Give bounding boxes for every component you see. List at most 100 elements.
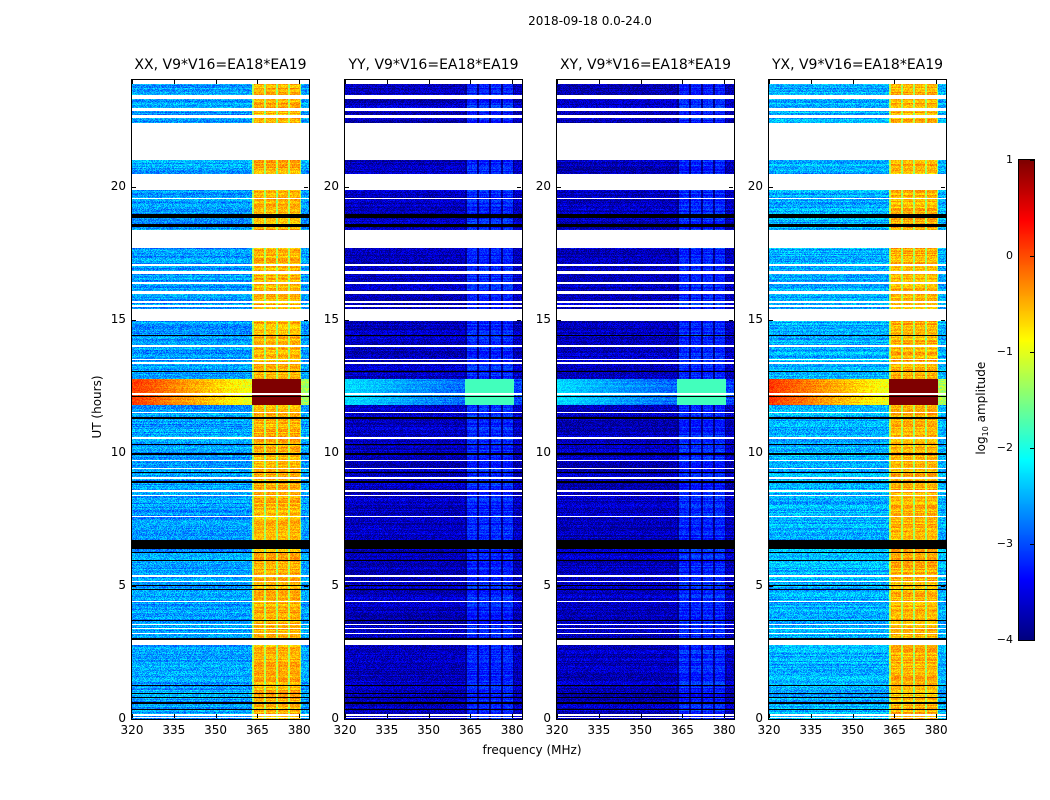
y-tick-mark: [769, 319, 773, 321]
y-tick-label: 5: [331, 577, 339, 592]
colorbar-tick-label: 1: [1006, 153, 1013, 166]
x-tick-mark: [724, 714, 726, 718]
y-tick-mark: [304, 452, 308, 454]
x-tick-mark: [810, 80, 812, 84]
x-tick-label: 335: [162, 723, 186, 737]
y-tick-mark: [304, 585, 308, 587]
waterfall-heatmap: [132, 80, 309, 719]
panel-yy: YY, V9*V16=EA18*EA19 0 5 10 15 20 320 335 350 36…: [324, 57, 524, 737]
x-tick-mark: [512, 80, 514, 84]
x-tick-mark: [428, 80, 430, 84]
colorbar-tick-label: −1: [996, 345, 1013, 358]
x-tick-mark: [386, 80, 388, 84]
x-tick-mark: [936, 80, 938, 84]
y-tick-label: 15: [535, 311, 551, 326]
x-tick-mark: [132, 80, 133, 84]
y-tick-label: 20: [323, 178, 339, 193]
y-tick-mark: [941, 452, 945, 454]
y-tick-mark: [345, 585, 349, 587]
colorbar-tick-label: −4: [996, 633, 1013, 646]
waterfall-heatmap: [345, 80, 522, 719]
y-tick-label: 20: [747, 178, 763, 193]
x-tick-mark: [470, 80, 472, 84]
x-tick-mark: [894, 80, 896, 84]
panel-xy: XY, V9*V16=EA18*EA19 0 5 10 15 20 320 335 350 36…: [536, 57, 736, 737]
x-tick-label: 350: [841, 723, 865, 737]
x-tick-mark: [386, 714, 388, 718]
x-tick-label: 380: [712, 723, 736, 737]
y-tick-label: 0: [331, 711, 339, 725]
x-tick-mark: [215, 80, 217, 84]
y-tick-mark: [517, 186, 521, 188]
colorbar-label-log: log: [973, 436, 988, 455]
figure-suptitle: 2018-09-18 0.0-24.0: [528, 14, 652, 28]
x-tick-mark: [724, 80, 726, 84]
y-tick-label: 15: [323, 311, 339, 326]
waterfall-heatmap: [769, 80, 946, 719]
y-tick-mark: [304, 319, 308, 321]
y-tick-mark: [941, 719, 945, 720]
colorbar: 1 0 −1 −2 −3 −4: [997, 153, 1035, 646]
x-tick-mark: [345, 714, 346, 718]
colorbar-tick-mark: [1030, 160, 1034, 161]
y-tick-label: 0: [543, 711, 551, 725]
y-tick-mark: [941, 186, 945, 188]
y-tick-mark: [345, 452, 349, 454]
x-tick-mark: [132, 714, 133, 718]
panel-title: XY, V9*V16=EA18*EA19: [559, 57, 732, 73]
x-tick-label: 320: [333, 723, 357, 737]
y-tick-mark: [941, 585, 945, 587]
y-tick-mark: [517, 452, 521, 454]
y-tick-mark: [729, 719, 733, 720]
x-tick-mark: [769, 714, 770, 718]
y-tick-mark: [345, 186, 349, 188]
x-tick-label: 380: [924, 723, 948, 737]
colorbar-tick-label: 0: [1006, 249, 1013, 262]
y-tick-label: 5: [755, 577, 763, 592]
y-tick-mark: [132, 719, 136, 720]
x-tick-mark: [640, 80, 642, 84]
x-tick-mark: [769, 80, 770, 84]
x-tick-mark: [598, 714, 600, 718]
x-tick-label: 335: [799, 723, 823, 737]
colorbar-tick-label: −3: [996, 537, 1013, 550]
y-tick-mark: [769, 452, 773, 454]
y-tick-mark: [769, 186, 773, 188]
y-tick-label: 5: [543, 577, 551, 592]
y-tick-mark: [769, 719, 773, 720]
colorbar-label-sub: 10: [981, 426, 991, 437]
y-tick-label: 10: [323, 444, 339, 459]
y-tick-mark: [304, 186, 308, 188]
x-tick-mark: [173, 80, 175, 84]
x-tick-label: 335: [587, 723, 611, 737]
y-tick-label: 10: [535, 444, 551, 459]
x-tick-mark: [682, 714, 684, 718]
y-axis-label: UT (hours): [90, 375, 104, 439]
y-tick-label: 10: [110, 444, 126, 459]
x-tick-mark: [345, 80, 346, 84]
x-tick-mark: [852, 714, 854, 718]
x-tick-mark: [299, 714, 301, 718]
y-tick-mark: [557, 452, 561, 454]
y-tick-label: 0: [118, 711, 126, 725]
y-tick-mark: [729, 585, 733, 587]
y-tick-mark: [941, 319, 945, 321]
y-tick-mark: [729, 186, 733, 188]
x-tick-mark: [299, 80, 301, 84]
y-tick-mark: [132, 319, 136, 321]
x-tick-mark: [640, 714, 642, 718]
panel-title: XX, V9*V16=EA18*EA19: [134, 57, 307, 73]
colorbar-tick-mark: [1030, 544, 1034, 545]
colorbar-frame: [1018, 159, 1035, 641]
panel-title: YX, V9*V16=EA18*EA19: [771, 57, 944, 73]
x-tick-mark: [936, 714, 938, 718]
x-tick-label: 320: [120, 723, 144, 737]
y-tick-mark: [557, 585, 561, 587]
x-tick-label: 320: [757, 723, 781, 737]
x-tick-label: 365: [882, 723, 906, 737]
x-tick-label: 320: [545, 723, 569, 737]
y-tick-mark: [132, 452, 136, 454]
y-tick-mark: [517, 319, 521, 321]
colorbar-tick-mark: [1030, 640, 1034, 641]
y-tick-mark: [557, 319, 561, 321]
